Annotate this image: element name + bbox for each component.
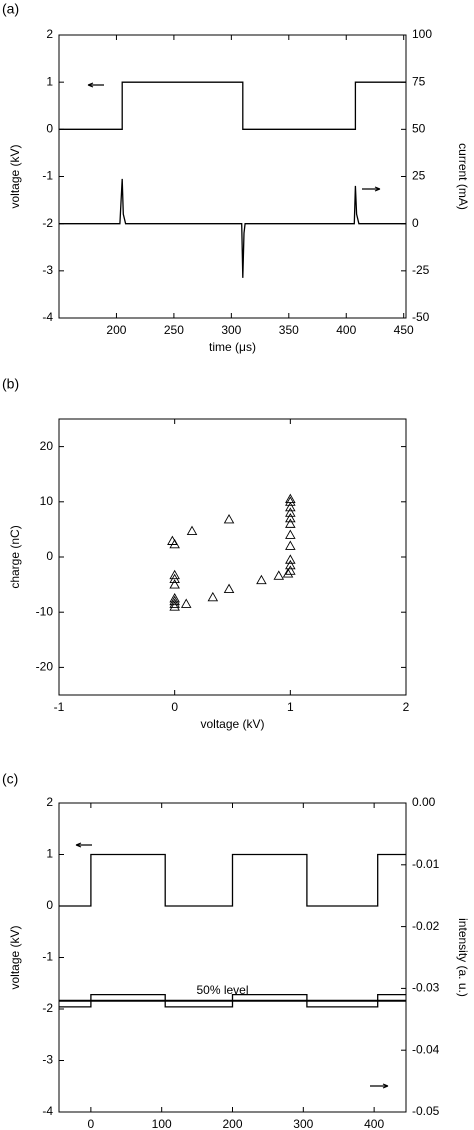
triangle-point <box>285 512 296 523</box>
y2-axis-title: intensity (a. u.) <box>456 918 470 997</box>
y-tick-label: -3 <box>42 1053 53 1067</box>
x-tick-label: 400 <box>364 1117 384 1130</box>
triangle-point <box>169 592 180 603</box>
triangle-point <box>285 559 296 570</box>
y2-tick-label: -0.01 <box>412 857 440 871</box>
y-tick-label: 2 <box>46 27 53 41</box>
x-tick-label: 0 <box>171 700 178 714</box>
triangle-point <box>169 601 180 611</box>
x-axis-title: time (μs) <box>209 340 256 354</box>
triangle-point <box>169 538 180 549</box>
y-tick-label: -1 <box>42 950 53 964</box>
y2-tick-label: -0.03 <box>412 981 440 995</box>
series-line <box>59 178 406 278</box>
triangle-point <box>285 529 296 539</box>
y-tick-label: 2 <box>46 795 53 809</box>
triangle-point <box>285 507 296 517</box>
y2-tick-label: 0.00 <box>412 795 436 809</box>
x-tick-label: 350 <box>279 323 299 337</box>
y-tick-label: -2 <box>42 1001 53 1015</box>
plot-frame <box>58 34 407 319</box>
y-axis-title: voltage (kV) <box>8 144 22 208</box>
y2-tick-label: -0.05 <box>412 1104 440 1118</box>
annotation: 50% level <box>196 983 248 997</box>
panel-label: (c) <box>2 771 18 787</box>
y2-tick-label: 25 <box>412 169 426 183</box>
y2-tick-label: 100 <box>412 27 432 41</box>
y2-tick-label: -25 <box>412 263 430 277</box>
triangle-point <box>223 583 235 593</box>
triangle-point <box>273 570 285 580</box>
y-tick-label: 0 <box>46 122 53 136</box>
triangle-point <box>223 514 235 524</box>
y-tick-label: -3 <box>42 263 53 277</box>
arrow-left <box>75 842 92 848</box>
plot-frame <box>58 418 407 696</box>
triangle-point <box>285 554 296 564</box>
series-line <box>59 81 406 130</box>
y-tick-label: 20 <box>40 439 54 453</box>
triangle-point <box>282 568 294 578</box>
triangle-point <box>169 595 180 606</box>
y2-tick-label: -0.02 <box>412 919 440 933</box>
panel-label: (a) <box>2 1 19 17</box>
triangle-point <box>285 496 296 506</box>
x-tick-label: 200 <box>106 323 126 337</box>
triangle-point <box>180 598 192 608</box>
y-tick-label: 0 <box>46 549 53 563</box>
arrow-right <box>370 1083 389 1089</box>
y2-tick-label: -0.04 <box>412 1042 440 1056</box>
x-tick-label: 2 <box>403 700 410 714</box>
arrow-left <box>87 82 104 88</box>
x-tick-label: 250 <box>164 323 184 337</box>
y2-tick-label: -50 <box>412 310 430 324</box>
triangle-point <box>285 540 296 550</box>
arrows <box>75 82 389 1089</box>
y-tick-label: 1 <box>46 74 53 88</box>
triangle-point <box>169 579 180 589</box>
y-tick-label: -10 <box>36 604 54 618</box>
arrow-right <box>362 186 381 192</box>
x-tick-label: 200 <box>222 1117 242 1130</box>
x-tick-label: 400 <box>336 323 356 337</box>
x-tick-label: 1 <box>287 700 294 714</box>
y2-tick-label: 50 <box>412 122 426 136</box>
triangle-point <box>169 569 180 580</box>
y-tick-label: -20 <box>36 660 54 674</box>
triangle-point <box>207 591 219 602</box>
y-tick-label: -4 <box>42 1104 53 1118</box>
x-tick-label: -1 <box>54 700 65 714</box>
triangle-point <box>285 565 296 575</box>
triangle-point <box>186 525 198 536</box>
y-axis-title: charge (nC) <box>8 525 22 588</box>
x-tick-label: 300 <box>293 1117 313 1130</box>
panel-label: (b) <box>2 376 19 392</box>
triangle-point <box>169 598 180 608</box>
x-tick-label: 0 <box>88 1117 95 1130</box>
x-tick-label: 100 <box>152 1117 172 1130</box>
triangle-point <box>285 493 296 503</box>
y-tick-label: 0 <box>46 898 53 912</box>
y-tick-label: 10 <box>40 494 54 508</box>
triangle-point <box>285 518 296 528</box>
y2-tick-label: 75 <box>412 74 426 88</box>
x-tick-label: 300 <box>221 323 241 337</box>
triangle-point <box>256 574 267 585</box>
y2-tick-label: 0 <box>412 216 419 230</box>
series-line <box>59 853 406 907</box>
y-axis-title: voltage (kV) <box>8 925 22 989</box>
x-axis-title: voltage (kV) <box>200 717 264 731</box>
y-tick-label: -1 <box>42 169 53 183</box>
triangle-point <box>285 501 296 512</box>
x-tick-label: 450 <box>394 323 414 337</box>
y-tick-label: -2 <box>42 216 53 230</box>
y-tick-label: 1 <box>46 847 53 861</box>
y2-axis-title: current (mA) <box>456 143 470 210</box>
plot-frame <box>58 802 407 1113</box>
y-tick-label: -4 <box>42 310 53 324</box>
